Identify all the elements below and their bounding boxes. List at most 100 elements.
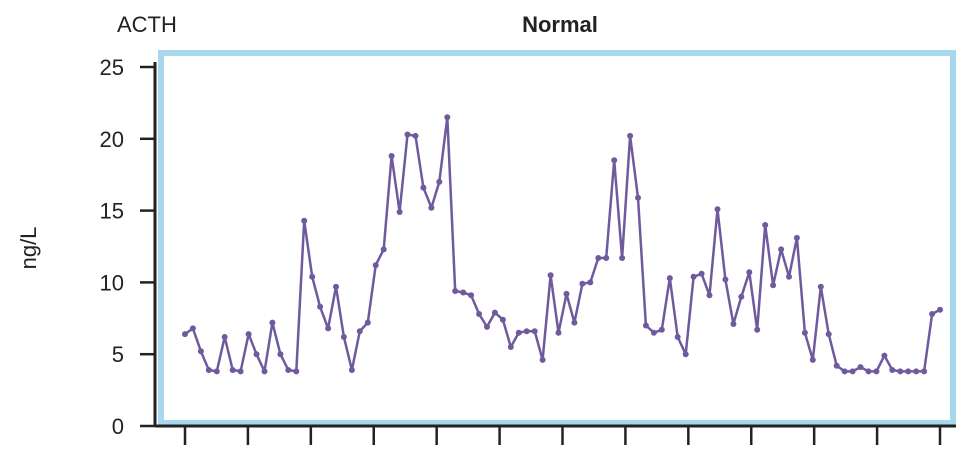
data-point [246,331,252,337]
data-point [730,321,736,327]
data-point [794,235,800,241]
data-point [420,185,426,191]
data-point [722,277,728,283]
data-point [452,288,458,294]
data-point [206,367,212,373]
data-point [643,323,649,329]
data-point [357,328,363,334]
data-point [508,344,514,350]
data-point [277,351,283,357]
data-point [770,282,776,288]
data-point [738,294,744,300]
data-point [325,325,331,331]
data-point [842,368,848,374]
data-point [476,311,482,317]
data-point [532,328,538,334]
data-point [635,195,641,201]
data-point [293,368,299,374]
data-point [929,311,935,317]
data-point [619,255,625,261]
data-point [921,368,927,374]
data-point [579,281,585,287]
data-point [309,274,315,280]
data-point [254,351,260,357]
data-point [413,133,419,139]
y-tick-label: 0 [112,414,124,439]
data-point [699,271,705,277]
data-point [707,292,713,298]
data-point [810,357,816,363]
data-point [659,327,665,333]
data-point [373,262,379,268]
data-point [850,368,856,374]
data-point [762,222,768,228]
data-point [341,334,347,340]
data-point [627,133,633,139]
data-point [595,255,601,261]
data-point [651,330,657,336]
y-axis-ticks: 0 5 10 15 20 25 [100,55,155,439]
data-point [866,368,872,374]
data-point [818,284,824,290]
data-point [667,275,673,281]
data-point [365,320,371,326]
data-point [611,157,617,163]
data-point [301,218,307,224]
data-point [873,368,879,374]
data-point [397,209,403,215]
data-point [198,348,204,354]
data-point [492,310,498,316]
data-point [881,353,887,359]
data-point [500,317,506,323]
x-axis-ticks [185,426,940,445]
data-point [524,328,530,334]
y-tick-label: 25 [100,55,124,80]
data-point [913,368,919,374]
data-point [564,291,570,297]
data-point [468,292,474,298]
data-point [905,368,911,374]
data-point [262,368,268,374]
chart-title: Normal [522,12,598,37]
data-point [230,367,236,373]
data-point [540,357,546,363]
data-point [460,290,466,296]
data-point [317,304,323,310]
data-point [444,114,450,120]
data-point [683,351,689,357]
data-point [834,363,840,369]
data-point [556,330,562,336]
plot-area [164,56,950,420]
data-point [214,368,220,374]
data-point [715,206,721,212]
data-point [897,368,903,374]
data-point [691,274,697,280]
data-point [858,364,864,370]
y-axis-label: ng/L [16,227,41,270]
data-point [889,367,895,373]
data-point [778,246,784,252]
data-point [436,179,442,185]
y-tick-label: 20 [100,127,124,152]
data-point [405,132,411,138]
data-point [802,330,808,336]
data-point [603,255,609,261]
data-point [937,307,943,313]
data-point [428,205,434,211]
data-point [285,367,291,373]
y-tick-label: 5 [112,342,124,367]
data-point [222,334,228,340]
hormone-label: ACTH [117,12,177,37]
data-point [516,330,522,336]
y-tick-label: 10 [100,270,124,295]
data-point [333,284,339,290]
data-point [182,331,188,337]
y-tick-label: 15 [100,199,124,224]
data-point [826,331,832,337]
data-point [238,368,244,374]
data-point [381,246,387,252]
data-point [675,334,681,340]
data-point [190,325,196,331]
data-point [571,320,577,326]
